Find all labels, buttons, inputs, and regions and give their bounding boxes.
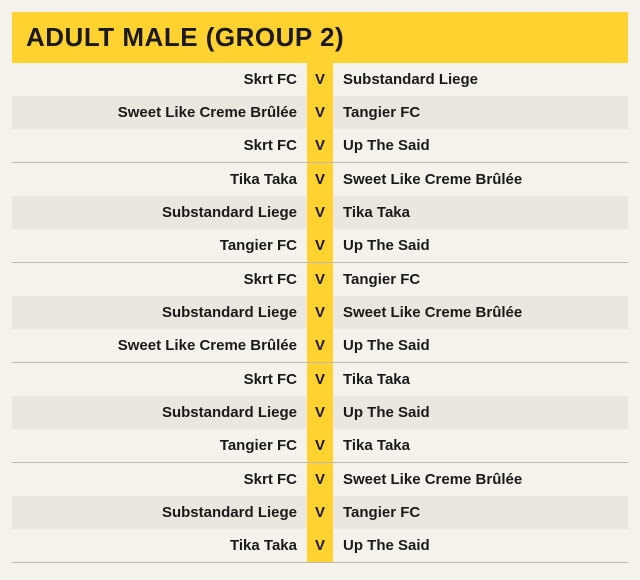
vs-separator: V xyxy=(307,229,333,262)
fixtures-body: Skrt FCVSubstandard LiegeSweet Like Crem… xyxy=(12,63,628,563)
away-team: Up The Said xyxy=(333,129,628,162)
fixture-group: Skrt FCVSweet Like Creme BrûléeSubstanda… xyxy=(12,463,628,563)
fixture-group: Skrt FCVSubstandard LiegeSweet Like Crem… xyxy=(12,63,628,163)
home-team: Sweet Like Creme Brûlée xyxy=(12,96,307,129)
home-team: Tika Taka xyxy=(12,529,307,562)
vs-separator: V xyxy=(307,196,333,229)
vs-separator: V xyxy=(307,529,333,562)
fixtures-container: ADULT MALE (GROUP 2) Skrt FCVSubstandard… xyxy=(12,12,628,563)
vs-separator: V xyxy=(307,263,333,296)
home-team: Skrt FC xyxy=(12,263,307,296)
away-team: Up The Said xyxy=(333,329,628,362)
fixture-row: Skrt FCVUp The Said xyxy=(12,129,628,162)
away-team: Up The Said xyxy=(333,396,628,429)
home-team: Substandard Liege xyxy=(12,496,307,529)
home-team: Skrt FC xyxy=(12,363,307,396)
home-team: Substandard Liege xyxy=(12,196,307,229)
fixture-row: Skrt FCVSweet Like Creme Brûlée xyxy=(12,463,628,496)
home-team: Tangier FC xyxy=(12,229,307,262)
away-team: Tangier FC xyxy=(333,96,628,129)
home-team: Skrt FC xyxy=(12,129,307,162)
fixture-row: Tangier FCVTika Taka xyxy=(12,429,628,462)
away-team: Sweet Like Creme Brûlée xyxy=(333,296,628,329)
home-team: Substandard Liege xyxy=(12,296,307,329)
fixture-row: Substandard LiegeVTika Taka xyxy=(12,196,628,229)
home-team: Tika Taka xyxy=(12,163,307,196)
fixture-row: Substandard LiegeVSweet Like Creme Brûlé… xyxy=(12,296,628,329)
away-team: Tika Taka xyxy=(333,196,628,229)
vs-separator: V xyxy=(307,463,333,496)
fixture-row: Tika TakaVUp The Said xyxy=(12,529,628,562)
vs-separator: V xyxy=(307,63,333,96)
away-team: Substandard Liege xyxy=(333,63,628,96)
vs-separator: V xyxy=(307,163,333,196)
home-team: Substandard Liege xyxy=(12,396,307,429)
vs-separator: V xyxy=(307,429,333,462)
fixture-row: Substandard LiegeVUp The Said xyxy=(12,396,628,429)
fixture-row: Skrt FCVTangier FC xyxy=(12,263,628,296)
group-title: ADULT MALE (GROUP 2) xyxy=(26,22,344,52)
away-team: Sweet Like Creme Brûlée xyxy=(333,163,628,196)
fixture-row: Tangier FCVUp The Said xyxy=(12,229,628,262)
away-team: Tangier FC xyxy=(333,496,628,529)
fixture-row: Sweet Like Creme BrûléeVTangier FC xyxy=(12,96,628,129)
fixture-row: Tika TakaVSweet Like Creme Brûlée xyxy=(12,163,628,196)
away-team: Up The Said xyxy=(333,529,628,562)
home-team: Tangier FC xyxy=(12,429,307,462)
vs-separator: V xyxy=(307,496,333,529)
fixture-group: Skrt FCVTangier FCSubstandard LiegeVSwee… xyxy=(12,263,628,363)
away-team: Tika Taka xyxy=(333,429,628,462)
group-header: ADULT MALE (GROUP 2) xyxy=(12,12,628,63)
home-team: Sweet Like Creme Brûlée xyxy=(12,329,307,362)
vs-separator: V xyxy=(307,129,333,162)
vs-separator: V xyxy=(307,296,333,329)
home-team: Skrt FC xyxy=(12,463,307,496)
vs-separator: V xyxy=(307,396,333,429)
fixture-row: Sweet Like Creme BrûléeVUp The Said xyxy=(12,329,628,362)
away-team: Sweet Like Creme Brûlée xyxy=(333,463,628,496)
fixture-group: Tika TakaVSweet Like Creme BrûléeSubstan… xyxy=(12,163,628,263)
home-team: Skrt FC xyxy=(12,63,307,96)
fixture-group: Skrt FCVTika TakaSubstandard LiegeVUp Th… xyxy=(12,363,628,463)
fixture-row: Skrt FCVSubstandard Liege xyxy=(12,63,628,96)
fixture-row: Substandard LiegeVTangier FC xyxy=(12,496,628,529)
away-team: Tika Taka xyxy=(333,363,628,396)
away-team: Up The Said xyxy=(333,229,628,262)
vs-separator: V xyxy=(307,363,333,396)
vs-separator: V xyxy=(307,329,333,362)
fixture-row: Skrt FCVTika Taka xyxy=(12,363,628,396)
vs-separator: V xyxy=(307,96,333,129)
away-team: Tangier FC xyxy=(333,263,628,296)
